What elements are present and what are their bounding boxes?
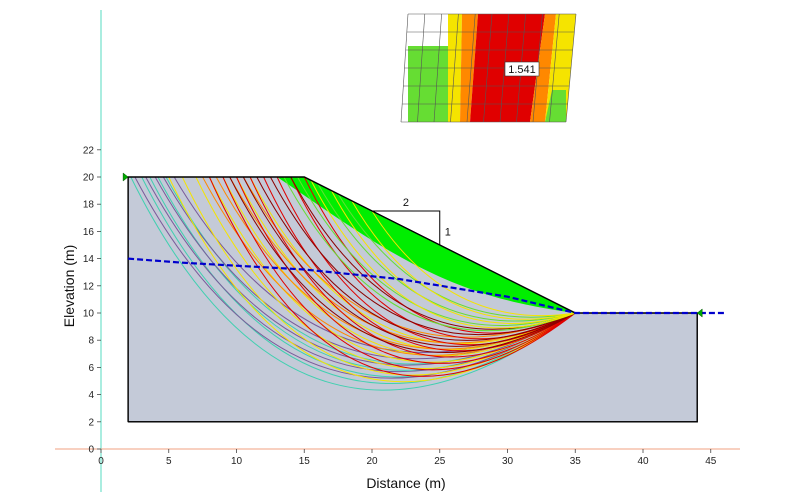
- slip-surface-31: [256, 176, 576, 341]
- y-axis: 0 2 4 6 8 10 12 14 16 18 20 22: [83, 145, 101, 456]
- fs-label: 1.541: [508, 64, 536, 76]
- y-tick-label: 22: [83, 145, 95, 156]
- slip-surface-5: [134, 176, 576, 379]
- slip-surface-36: [317, 183, 576, 322]
- grid-lines: [400, 13, 577, 123]
- slip-surface-22: [222, 176, 576, 371]
- slip-surface-21: [208, 176, 576, 377]
- slip-surface-6: [145, 176, 576, 373]
- slip-surface-15: [236, 176, 576, 351]
- x-tick-label: 0: [98, 456, 104, 467]
- y-tick-label: 16: [83, 227, 95, 238]
- slip-surface-24: [249, 176, 576, 358]
- y-tick-label: 2: [88, 417, 94, 428]
- slip-surface-7: [154, 176, 576, 366]
- slip-surface-30: [242, 176, 576, 347]
- slip-surface-37: [337, 193, 576, 318]
- y-tick-label: 6: [88, 363, 94, 374]
- y-tick-label: 18: [83, 200, 95, 211]
- y-tick-label: 0: [88, 445, 94, 456]
- x-tick-label: 35: [570, 456, 582, 467]
- slip-surface-39: [330, 190, 576, 324]
- x-axis: 0 5 10 15 20 25 30 35 40 45: [98, 449, 717, 467]
- slip-surface-34: [283, 176, 576, 332]
- slip-surface-16: [249, 176, 576, 345]
- fs-label-box: [504, 61, 540, 77]
- left-boundary-marker: [122, 172, 129, 182]
- grid-col-light-green: [408, 46, 448, 122]
- x-tick-label: 10: [231, 456, 243, 467]
- y-tick-label: 8: [88, 336, 94, 347]
- water-table-line: [128, 257, 725, 315]
- x-tick-label: 5: [166, 456, 172, 467]
- y-tick-label: 20: [83, 173, 95, 184]
- y-tick-label: 4: [88, 390, 94, 401]
- slip-surface-1: [141, 176, 576, 384]
- grid-col-white-left: [408, 14, 448, 46]
- x-tick-label: 40: [637, 456, 649, 467]
- x-tick-label: 25: [434, 456, 446, 467]
- slip-surface-32: [269, 176, 576, 336]
- right-boundary-marker: [696, 308, 703, 318]
- slope-ratio-vertical: 1: [445, 226, 451, 238]
- y-axis-title: Elevation (m): [61, 245, 77, 327]
- slip-surface-25: [263, 176, 576, 352]
- slip-surface-0: [130, 176, 576, 391]
- slope-ratio-horizontal: 2: [403, 197, 409, 209]
- x-axis-title: Distance (m): [366, 475, 445, 491]
- slip-surface-29: [229, 176, 576, 353]
- slip-surface-38: [310, 180, 576, 329]
- x-tick-label: 30: [502, 456, 514, 467]
- soil-region: [127, 176, 698, 423]
- slope-ratio-marker: 2 1: [372, 197, 451, 245]
- slip-surface-26: [276, 176, 576, 346]
- x-tick-label: 45: [705, 456, 717, 467]
- y-tick-label: 12: [83, 281, 95, 292]
- critical-slip-zone: [277, 177, 576, 313]
- x-tick-label: 15: [299, 456, 311, 467]
- slip-surface-41: [371, 210, 576, 317]
- slip-surface-10: [168, 176, 576, 383]
- y-tick-label: 14: [83, 254, 95, 265]
- slip-surfaces: [130, 176, 576, 391]
- slip-surface-grid: 1.541: [400, 13, 577, 123]
- y-tick-label: 10: [83, 309, 95, 320]
- x-tick-label: 20: [366, 456, 378, 467]
- slip-surface-23: [236, 176, 576, 364]
- slip-surface-40: [351, 200, 576, 320]
- slope-ratio-lines: [372, 210, 441, 245]
